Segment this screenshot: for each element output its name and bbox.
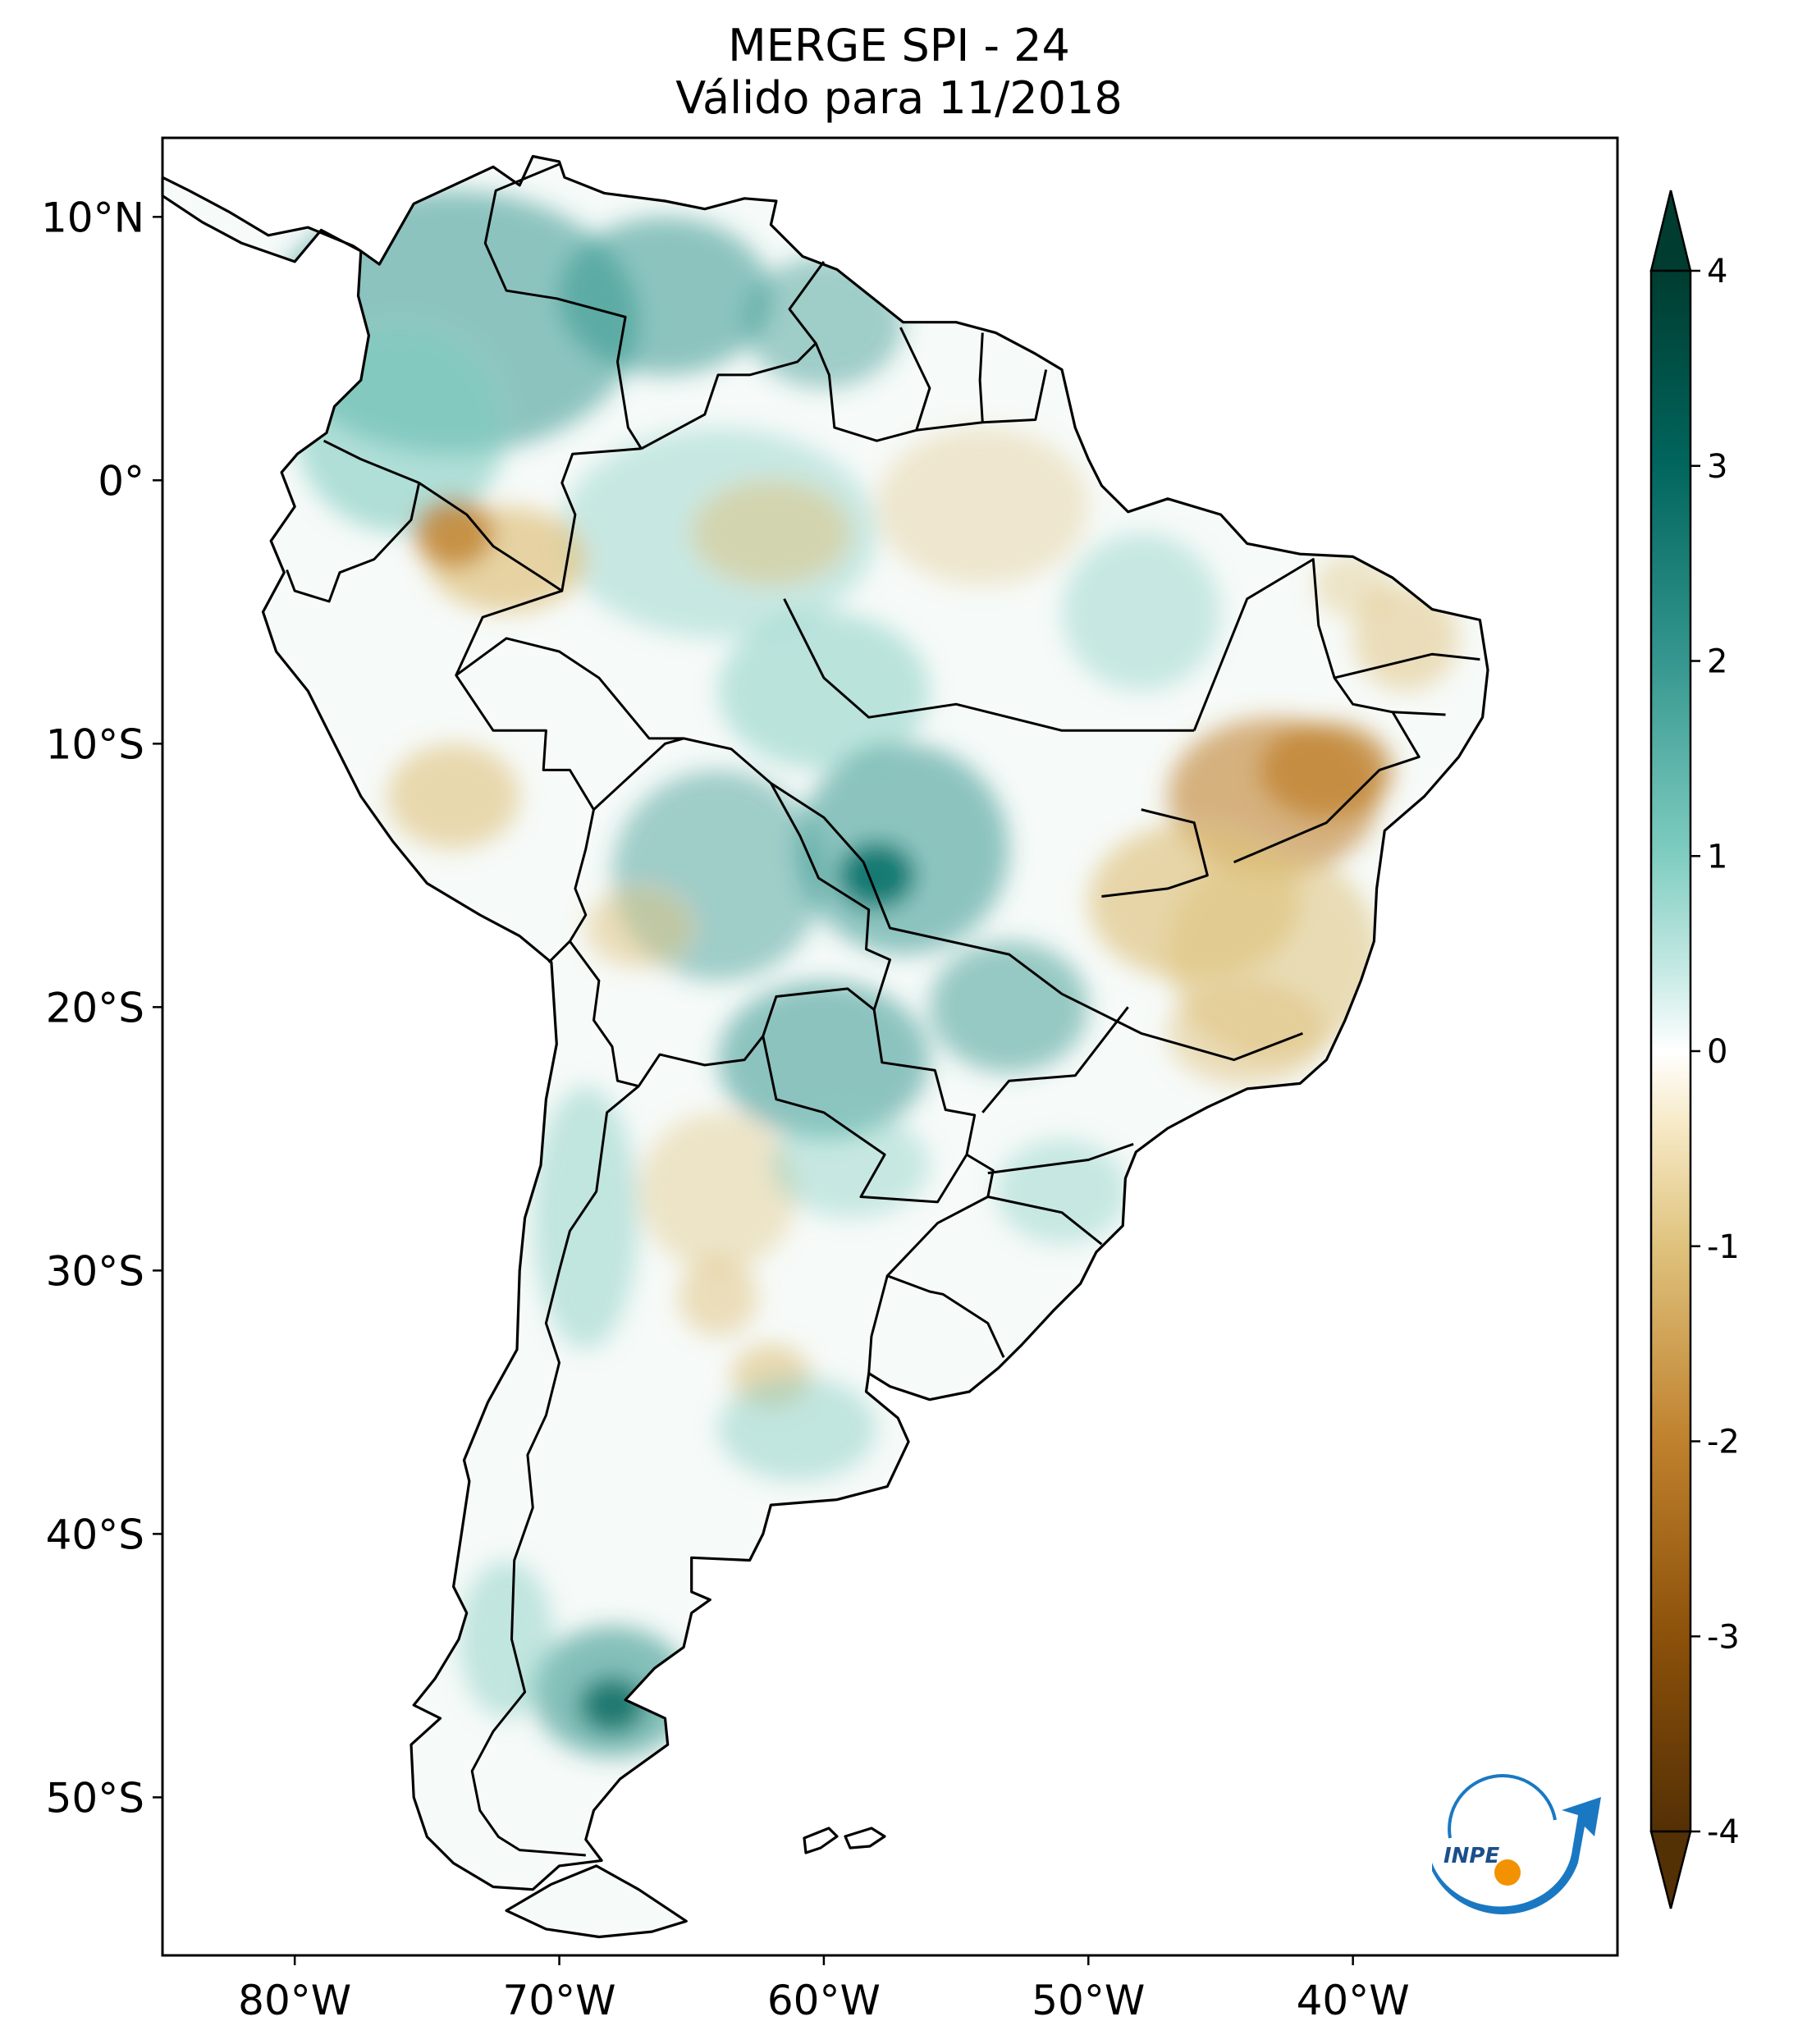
country-border <box>982 369 1048 424</box>
country-border <box>1101 808 1209 898</box>
country-border <box>1334 652 1480 679</box>
country-border <box>455 637 684 740</box>
colorbar-tick-label: 0 <box>1707 1033 1727 1071</box>
colorbar-body <box>1649 269 1692 1833</box>
spi-anomaly-patch <box>691 480 851 586</box>
country-border <box>323 439 642 592</box>
country-border <box>916 332 984 432</box>
lat-tick-label: 10°N <box>41 194 144 241</box>
lon-tick-label: 50°W <box>1032 1977 1145 2024</box>
spi-anomaly-patch <box>995 1138 1128 1245</box>
spi-anomaly-patch <box>717 1375 877 1482</box>
spi-anomaly-patch <box>1260 722 1393 818</box>
coastline <box>161 154 1489 1939</box>
lat-tick-label: 30°S <box>46 1247 144 1295</box>
lat-tick-label: 10°S <box>46 720 144 768</box>
longitude-axis: 80°W 70°W 60°W 50°W 40°W <box>238 1955 1410 2024</box>
inpe-logo-text: INPE <box>1443 1844 1499 1868</box>
colorbar-tick-label: 1 <box>1707 838 1727 876</box>
country-borders <box>286 162 1480 1857</box>
country-border <box>569 940 876 1088</box>
country-border <box>987 1196 1103 1246</box>
spi-anomaly-patch <box>533 1086 639 1350</box>
inpe-logo-dot <box>1494 1859 1521 1886</box>
colorbar-tick-label: 4 <box>1707 253 1727 290</box>
colorbar-tick-label: -1 <box>1707 1228 1740 1266</box>
lat-tick-label: 50°S <box>46 1774 144 1822</box>
lon-tick-label: 70°W <box>503 1977 616 2024</box>
colorbar-tick-label: -4 <box>1707 1813 1740 1851</box>
country-border <box>762 1009 977 1204</box>
lon-tick-label: 40°W <box>1297 1977 1410 2024</box>
spi-anomaly-patch <box>414 498 493 568</box>
latitude-axis: 10°N 0° 10°S 20°S 30°S 40°S 50°S <box>41 194 162 1822</box>
colorbar-tick-label: -3 <box>1707 1618 1740 1656</box>
spi-anomaly-patch <box>387 743 520 849</box>
spi-anomaly-patch <box>797 743 1009 955</box>
country-border <box>1192 558 1446 731</box>
country-border <box>814 327 931 442</box>
country-border <box>867 1275 889 1374</box>
map-subtitle: Válido para 11/2018 <box>675 72 1123 124</box>
spi-anomaly-patch <box>638 1112 798 1271</box>
country-border <box>987 1142 1134 1175</box>
country-border <box>1233 711 1421 864</box>
map-title: MERGE SPI - 24 <box>728 20 1070 71</box>
spi-anomaly-patch <box>717 611 930 771</box>
spi-anomaly-patch <box>459 1560 555 1719</box>
spi-anomaly-patch <box>1352 585 1459 692</box>
country-border <box>483 162 643 450</box>
lon-tick-label: 80°W <box>238 1977 351 2024</box>
spi-anomaly-patch <box>929 941 1089 1073</box>
country-border <box>783 598 1195 732</box>
colorbar: 4 3 2 1 0 -1 -2 -3 -4 <box>1649 190 1740 1909</box>
country-border <box>981 1006 1129 1113</box>
spi-anomaly-patch <box>840 844 914 908</box>
country-border <box>770 782 1303 1062</box>
colorbar-tick-label: 2 <box>1707 643 1727 681</box>
lat-tick-label: 20°S <box>46 984 144 1031</box>
spi-anomaly-patch <box>717 981 930 1139</box>
spi-anomaly-patch <box>678 1257 758 1337</box>
spi-anomaly-patch <box>580 1678 644 1732</box>
spi-anomaly-patch <box>771 1112 930 1219</box>
colorbar-tick-label: -2 <box>1707 1424 1740 1461</box>
lat-tick-label: 0° <box>98 457 144 505</box>
country-border <box>470 1085 640 1857</box>
country-border <box>640 261 826 450</box>
colorbar-tick-label: 3 <box>1707 448 1727 486</box>
colorbar-extend-max <box>1649 190 1692 272</box>
inpe-logo: INPE <box>1432 1774 1601 1914</box>
spi-anomaly-patch <box>1313 554 1393 618</box>
land-area <box>162 156 1488 1937</box>
country-border <box>286 482 421 603</box>
lon-tick-label: 60°W <box>767 1977 881 2024</box>
lat-tick-label: 40°S <box>46 1511 144 1558</box>
islands <box>803 1827 886 1854</box>
spi-anomaly-patch <box>1062 533 1221 692</box>
spi-anomaly-patch <box>559 217 771 375</box>
spi-anomaly-patch <box>1167 981 1327 1086</box>
spi-anomaly-patch <box>585 888 692 968</box>
country-border <box>592 737 891 1011</box>
spi-anomaly-field <box>268 190 1459 1758</box>
colorbar-extend-min <box>1649 1830 1692 1909</box>
spi-anomaly-patch <box>876 428 1089 586</box>
